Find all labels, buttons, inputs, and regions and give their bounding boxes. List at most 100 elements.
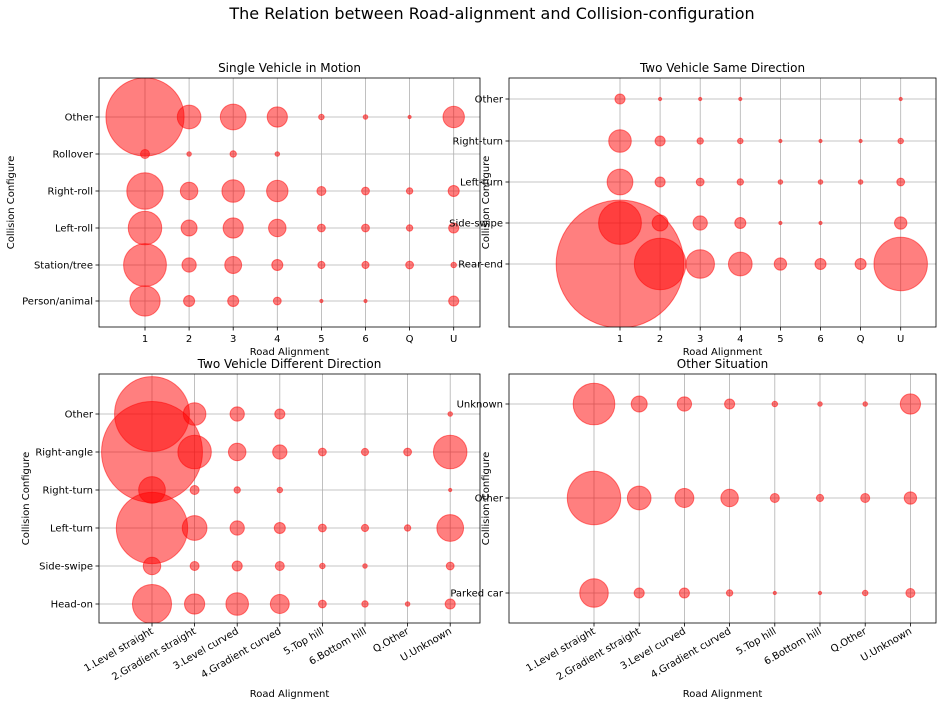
x-tick-label: 6 — [362, 334, 368, 345]
bubble-head-on-x7 — [404, 601, 411, 607]
bubble-side-swipe-x4 — [734, 216, 747, 230]
bubble-person-animal-x3 — [227, 294, 240, 308]
bubble-rear-end-x2 — [633, 237, 687, 291]
bubble-other-x1 — [614, 93, 626, 105]
bubble-person-animal-x2 — [183, 294, 196, 308]
y-tick-label: Other — [65, 410, 94, 421]
bubble-station-tree-x3 — [224, 256, 243, 274]
bubbles — [566, 382, 921, 608]
bubble-side-swipe-x8 — [445, 561, 455, 571]
bubble-other-x4 — [266, 106, 288, 128]
bubble-other-x4 — [274, 408, 286, 420]
bubble-parked-car-x8 — [905, 587, 916, 599]
bubble-other-x3 — [229, 406, 245, 422]
bubbles — [555, 93, 928, 327]
bubble-right-turn-x2 — [189, 484, 200, 496]
bubble-parked-car-x7 — [861, 589, 869, 597]
bubble-left-turn-x3 — [695, 177, 705, 187]
bubble-other-x3 — [674, 488, 695, 508]
bubble-parked-car-x1 — [579, 578, 609, 608]
y-tick-label: Right-roll — [47, 187, 93, 198]
y-tick-label: Side-swipe — [39, 562, 93, 573]
bubble-left-turn-x5 — [317, 523, 327, 533]
y-tick-label: Other — [475, 494, 504, 505]
bubble-left-turn-x8 — [436, 514, 465, 542]
bubble-right-roll-x2 — [179, 181, 199, 201]
y-axis-label: Collision Configure — [6, 156, 17, 250]
x-tick-label: Q — [406, 334, 414, 345]
bubble-right-turn-x8 — [448, 487, 453, 493]
bubble-right-roll-x1 — [126, 172, 164, 210]
y-tick-label: Head-on — [51, 600, 93, 611]
bubble-unknown-x4 — [724, 398, 736, 410]
x-tick-label: 4 — [737, 334, 743, 345]
bubble-left-turn-x4 — [273, 521, 286, 535]
axes-frame — [98, 373, 481, 624]
bubble-other-x2 — [658, 96, 663, 102]
bubble-side-swipe-x4 — [274, 560, 285, 572]
y-tick-label: Person/animal — [22, 297, 93, 308]
bubble-other-x6 — [362, 114, 369, 120]
bubble-unknown-x8 — [899, 393, 921, 415]
x-tick-label: 6 — [817, 334, 823, 345]
bubble-left-turn-x3 — [229, 520, 245, 536]
bubble-other-x4 — [720, 488, 739, 508]
bubble-left-roll-x3 — [222, 217, 244, 239]
y-axis-label: Collision Configure — [481, 452, 492, 546]
bubble-right-angle-x4 — [272, 444, 288, 460]
x-tick-label: 5 — [318, 334, 324, 345]
bubble-rear-end-x8 — [873, 236, 928, 292]
x-tick-label: 4 — [274, 334, 280, 345]
bubble-side-swipe-x2 — [651, 214, 669, 232]
x-tick-label: U.Unknown — [859, 626, 914, 664]
x-tick-label: 4.Gradient curved — [199, 626, 283, 681]
x-tick-label: 4.Gradient curved — [649, 626, 733, 681]
bubble-head-on-x2 — [184, 593, 206, 615]
bubble-rear-end-x6 — [814, 257, 827, 271]
y-tick-label: Unknown — [457, 400, 503, 411]
x-tick-label: 3 — [230, 334, 236, 345]
bubble-right-angle-x3 — [227, 442, 247, 462]
bubble-station-tree-x1 — [123, 243, 167, 287]
x-tick-label: 2 — [657, 334, 663, 345]
bubble-right-angle-x5 — [317, 447, 327, 457]
bubble-side-swipe-x6 — [818, 220, 823, 226]
bubble-person-animal-x4 — [272, 296, 282, 306]
panel-title: Two Vehicle Different Direction — [197, 357, 382, 371]
y-tick-label: Rear-end — [458, 260, 503, 271]
y-tick-label: Other — [475, 95, 504, 106]
bubble-right-angle-x2 — [177, 434, 212, 470]
y-axis-label: Collision Configure — [21, 452, 32, 546]
bubble-other-x8 — [442, 105, 465, 129]
bubble-station-tree-x4 — [271, 258, 284, 272]
panel-title: Two Vehicle Same Direction — [639, 61, 805, 75]
y-tick-label: Right-turn — [453, 137, 503, 148]
x-tick-label: 1 — [617, 334, 623, 345]
bubble-side-swipe-x3 — [231, 560, 243, 572]
bubble-other-x2 — [626, 485, 652, 511]
bubble-right-turn-x3 — [233, 486, 241, 494]
bubbles — [101, 376, 468, 623]
bubble-left-roll-x4 — [268, 218, 287, 238]
bubble-left-turn-x1 — [606, 168, 634, 196]
y-tick-label: Right-turn — [43, 486, 93, 497]
y-tick-label: Parked car — [450, 589, 504, 600]
bubble-rollover-x4 — [274, 151, 281, 157]
bubble-right-angle-x6 — [360, 447, 370, 457]
axes-frame — [508, 77, 937, 328]
x-tick-label: U — [450, 334, 457, 345]
bubble-head-on-x1 — [131, 583, 173, 623]
bubble-station-tree-x7 — [405, 260, 415, 270]
bubble-station-tree-x2 — [181, 257, 197, 273]
x-tick-label: U — [897, 334, 904, 345]
bubble-other-x1 — [566, 470, 622, 526]
bubble-side-swipe-x5 — [319, 562, 326, 570]
bubble-person-animal-x1 — [129, 285, 161, 317]
bubble-left-turn-x2 — [654, 176, 666, 188]
bubble-head-on-x4 — [269, 594, 290, 614]
bubble-rear-end-x7 — [854, 257, 867, 271]
bubble-left-roll-x7 — [405, 224, 414, 232]
